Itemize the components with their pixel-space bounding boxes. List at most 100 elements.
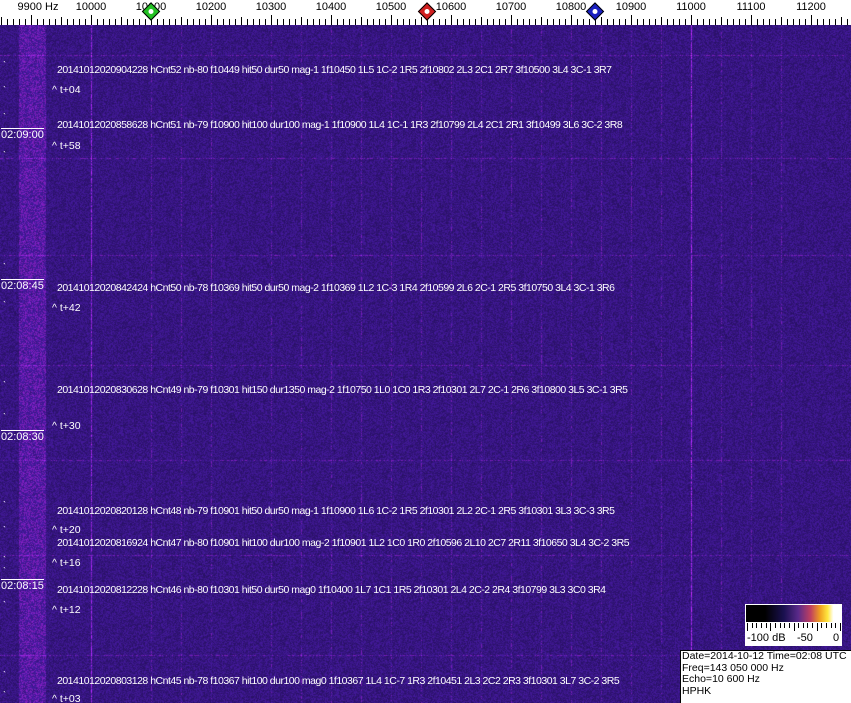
- axis-label: 10900: [615, 1, 647, 13]
- axis-tick: [349, 19, 350, 25]
- axis-tick: [505, 19, 506, 25]
- axis-tick: [121, 17, 122, 25]
- axis-tick: [307, 19, 308, 25]
- axis-tick: [793, 19, 794, 25]
- colorbar-label-min: -100 dB: [747, 632, 786, 644]
- time-label: 02:08:30: [1, 430, 44, 443]
- axis-tick: [391, 15, 392, 25]
- time-label: 02:08:15: [1, 579, 44, 592]
- axis-tick: [847, 19, 848, 25]
- waterfall-spectrogram[interactable]: [0, 25, 851, 703]
- colorbar-tick: [830, 623, 832, 628]
- colorbar-tick: [793, 623, 795, 631]
- colorbar-tick: [816, 623, 818, 631]
- axis-label: 10800: [555, 1, 587, 13]
- axis-tick: [721, 17, 722, 25]
- axis-tick: [625, 19, 626, 25]
- axis-tick: [703, 19, 704, 25]
- axis-tick: [697, 19, 698, 25]
- axis-tick: [565, 19, 566, 25]
- detection-time-offset: ^ t+03: [52, 693, 81, 703]
- axis-tick: [385, 19, 386, 25]
- event-tick-mark: `: [3, 85, 6, 95]
- event-tick-mark: `: [3, 150, 6, 160]
- detection-time-offset: ^ t+12: [52, 604, 81, 616]
- axis-tick: [343, 19, 344, 25]
- axis-tick: [499, 19, 500, 25]
- axis-tick: [265, 19, 266, 25]
- axis-tick: [319, 19, 320, 25]
- axis-tick: [667, 19, 668, 25]
- axis-tick: [733, 19, 734, 25]
- axis-tick: [511, 15, 512, 25]
- event-tick-mark: `: [3, 500, 6, 510]
- axis-tick: [607, 19, 608, 25]
- colorbar-tick: [826, 623, 828, 628]
- axis-tick: [553, 19, 554, 25]
- axis-tick: [535, 19, 536, 25]
- axis-tick: [727, 19, 728, 25]
- axis-tick: [781, 17, 782, 25]
- detection-record: 20141012020842424 hCnt50 nb-78 f10369 hi…: [57, 282, 615, 294]
- axis-tick: [295, 19, 296, 25]
- axis-tick: [835, 19, 836, 25]
- axis-tick: [7, 19, 8, 25]
- colorbar-tick: [788, 623, 790, 628]
- axis-tick: [529, 19, 530, 25]
- axis-tick: [829, 19, 830, 25]
- axis-tick: [409, 19, 410, 25]
- axis-tick: [841, 17, 842, 25]
- axis-tick: [571, 15, 572, 25]
- colorbar-tick: [798, 623, 800, 628]
- axis-tick: [475, 19, 476, 25]
- axis-tick: [235, 19, 236, 25]
- colorbar-tick: [770, 623, 772, 631]
- axis-label: 10000: [75, 1, 107, 13]
- color-scale-legend: -100 dB -50 0: [745, 604, 842, 646]
- axis-tick: [31, 15, 32, 25]
- axis-tick: [427, 19, 428, 25]
- axis-tick: [289, 19, 290, 25]
- axis-tick: [415, 19, 416, 25]
- axis-tick: [271, 15, 272, 25]
- detection-record: 20141012020858628 hCnt51 nb-79 f10900 hi…: [57, 119, 623, 131]
- axis-label: 11000: [676, 1, 706, 13]
- time-label: 02:08:45: [1, 279, 44, 292]
- axis-tick: [61, 17, 62, 25]
- axis-tick: [175, 19, 176, 25]
- axis-tick: [91, 15, 92, 25]
- axis-tick: [133, 19, 134, 25]
- axis-tick: [613, 19, 614, 25]
- colorbar-tick: [751, 623, 753, 628]
- axis-tick: [241, 17, 242, 25]
- event-tick-mark: `: [3, 566, 6, 576]
- detection-time-offset: ^ t+20: [52, 524, 81, 536]
- event-tick-mark: `: [3, 300, 6, 310]
- colorbar-tick: [779, 623, 781, 628]
- axis-tick: [157, 19, 158, 25]
- frequency-axis: 9900 Hz100001010010200103001040010500106…: [0, 0, 851, 25]
- event-tick-mark: `: [3, 690, 6, 700]
- axis-tick: [163, 19, 164, 25]
- event-tick-mark: `: [3, 262, 6, 272]
- axis-tick: [403, 19, 404, 25]
- axis-tick: [1, 17, 2, 25]
- colorbar-tick: [807, 623, 809, 628]
- colorbar-tick: [784, 623, 786, 628]
- axis-tick: [451, 15, 452, 25]
- event-tick-mark: `: [3, 112, 6, 122]
- detection-time-offset: ^ t+42: [52, 302, 81, 314]
- colorbar-tick: [760, 623, 762, 628]
- detection-time-offset: ^ t+58: [52, 140, 81, 152]
- event-tick-mark: `: [3, 525, 6, 535]
- colorbar-tick: [802, 623, 804, 628]
- detection-record: 20141012020812228 hCnt46 nb-80 f10301 hi…: [57, 584, 606, 596]
- axis-label: 11200: [796, 1, 826, 13]
- axis-tick: [547, 19, 548, 25]
- axis-tick: [601, 17, 602, 25]
- event-tick-mark: `: [3, 670, 6, 680]
- axis-tick: [25, 19, 26, 25]
- info-echo: Echo=10 600 Hz: [682, 673, 760, 685]
- event-tick-mark: `: [3, 412, 6, 422]
- axis-tick: [661, 17, 662, 25]
